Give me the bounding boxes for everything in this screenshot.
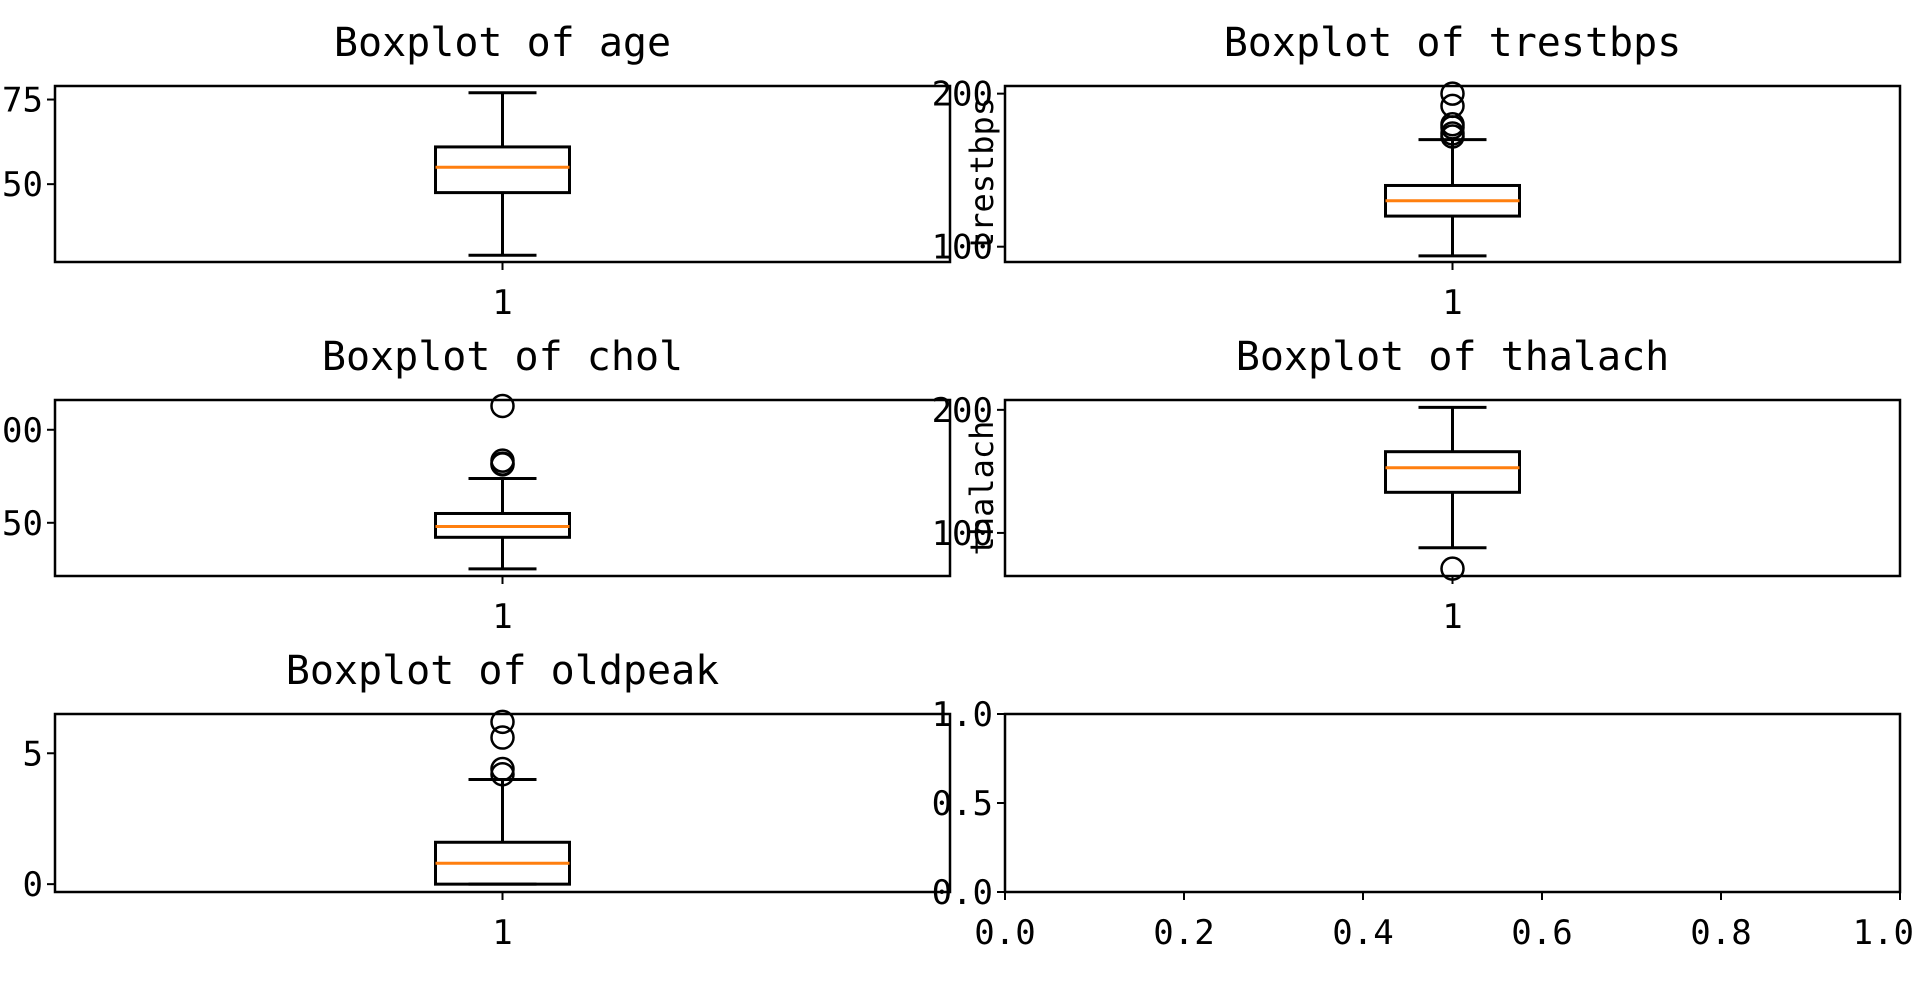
chart-3-title: Boxplot of chol: [322, 334, 683, 380]
chart-2-frame: [1003, 84, 1902, 264]
chart-5-frame: [53, 712, 952, 894]
chart-6-frame: [1003, 712, 1902, 894]
chart-3-frame: [53, 398, 952, 578]
chart-4-ylabel: thalach: [963, 421, 1001, 556]
chart-5-title: Boxplot of oldpeak: [286, 648, 719, 694]
chart-4-title: Boxplot of thalach: [1236, 334, 1669, 380]
chart-6-xtick-label: 0.4: [1332, 913, 1393, 953]
chart-3-xtick-label: 1: [492, 597, 512, 637]
chart-2-xtick-label: 1: [1442, 283, 1462, 323]
chart-1-box: [434, 145, 571, 195]
chart-5-flier: [490, 709, 515, 735]
chart-6-ytick-label: 0.5: [932, 784, 993, 824]
chart-5-xtick-label: 1: [492, 913, 512, 953]
chart-4-xtick-label: 1: [1442, 597, 1462, 637]
chart-6-ytick-label: 1.0: [932, 695, 993, 735]
chart-2-flier: [1440, 93, 1465, 119]
chart-5-flier: [490, 725, 515, 750]
chart-2-flier: [1440, 81, 1465, 106]
chart-5-ytick-label: 0: [23, 865, 43, 905]
chart-6-xtick-label: 0.0: [974, 913, 1035, 953]
chart-1-xtick-label: 1: [492, 283, 512, 323]
chart-2-ytick-label: 100: [932, 228, 993, 268]
chart-1-ytick-label: 50: [2, 165, 43, 205]
chart-2-title: Boxplot of trestbps: [1224, 20, 1682, 66]
chart-1-frame: [53, 84, 952, 264]
chart-5-ytick-label: 5: [23, 734, 43, 774]
chart-4-ytick-label: 100: [932, 514, 993, 554]
chart-6-xtick-label: 1.0: [1853, 913, 1914, 953]
chart-2-ytick-label: 200: [932, 75, 993, 115]
chart-4-ytick-label: 200: [932, 391, 993, 431]
chart-6-xtick-label: 0.8: [1690, 913, 1751, 953]
chart-6-xtick-label: 0.2: [1153, 913, 1214, 953]
chart-2-ylabel: trestbps: [963, 97, 1001, 251]
chart-1-ytick-label: 75: [2, 81, 43, 121]
chart-4-box: [1384, 450, 1521, 494]
chart-3-flier: [490, 448, 515, 473]
chart-3-flier: [490, 393, 515, 419]
chart-2-flier: [1440, 121, 1465, 146]
chart-1-title: Boxplot of age: [334, 20, 671, 66]
chart-3-ytick-label: 500: [0, 411, 43, 451]
chart-3-ytick-label: 250: [0, 504, 43, 544]
chart-6-xtick-label: 0.6: [1511, 913, 1572, 953]
chart-5-flier: [490, 756, 515, 782]
chart-2-flier: [1440, 112, 1465, 137]
chart-6-ytick-label: 0.0: [932, 873, 993, 913]
chart-4-frame: [1003, 398, 1902, 578]
